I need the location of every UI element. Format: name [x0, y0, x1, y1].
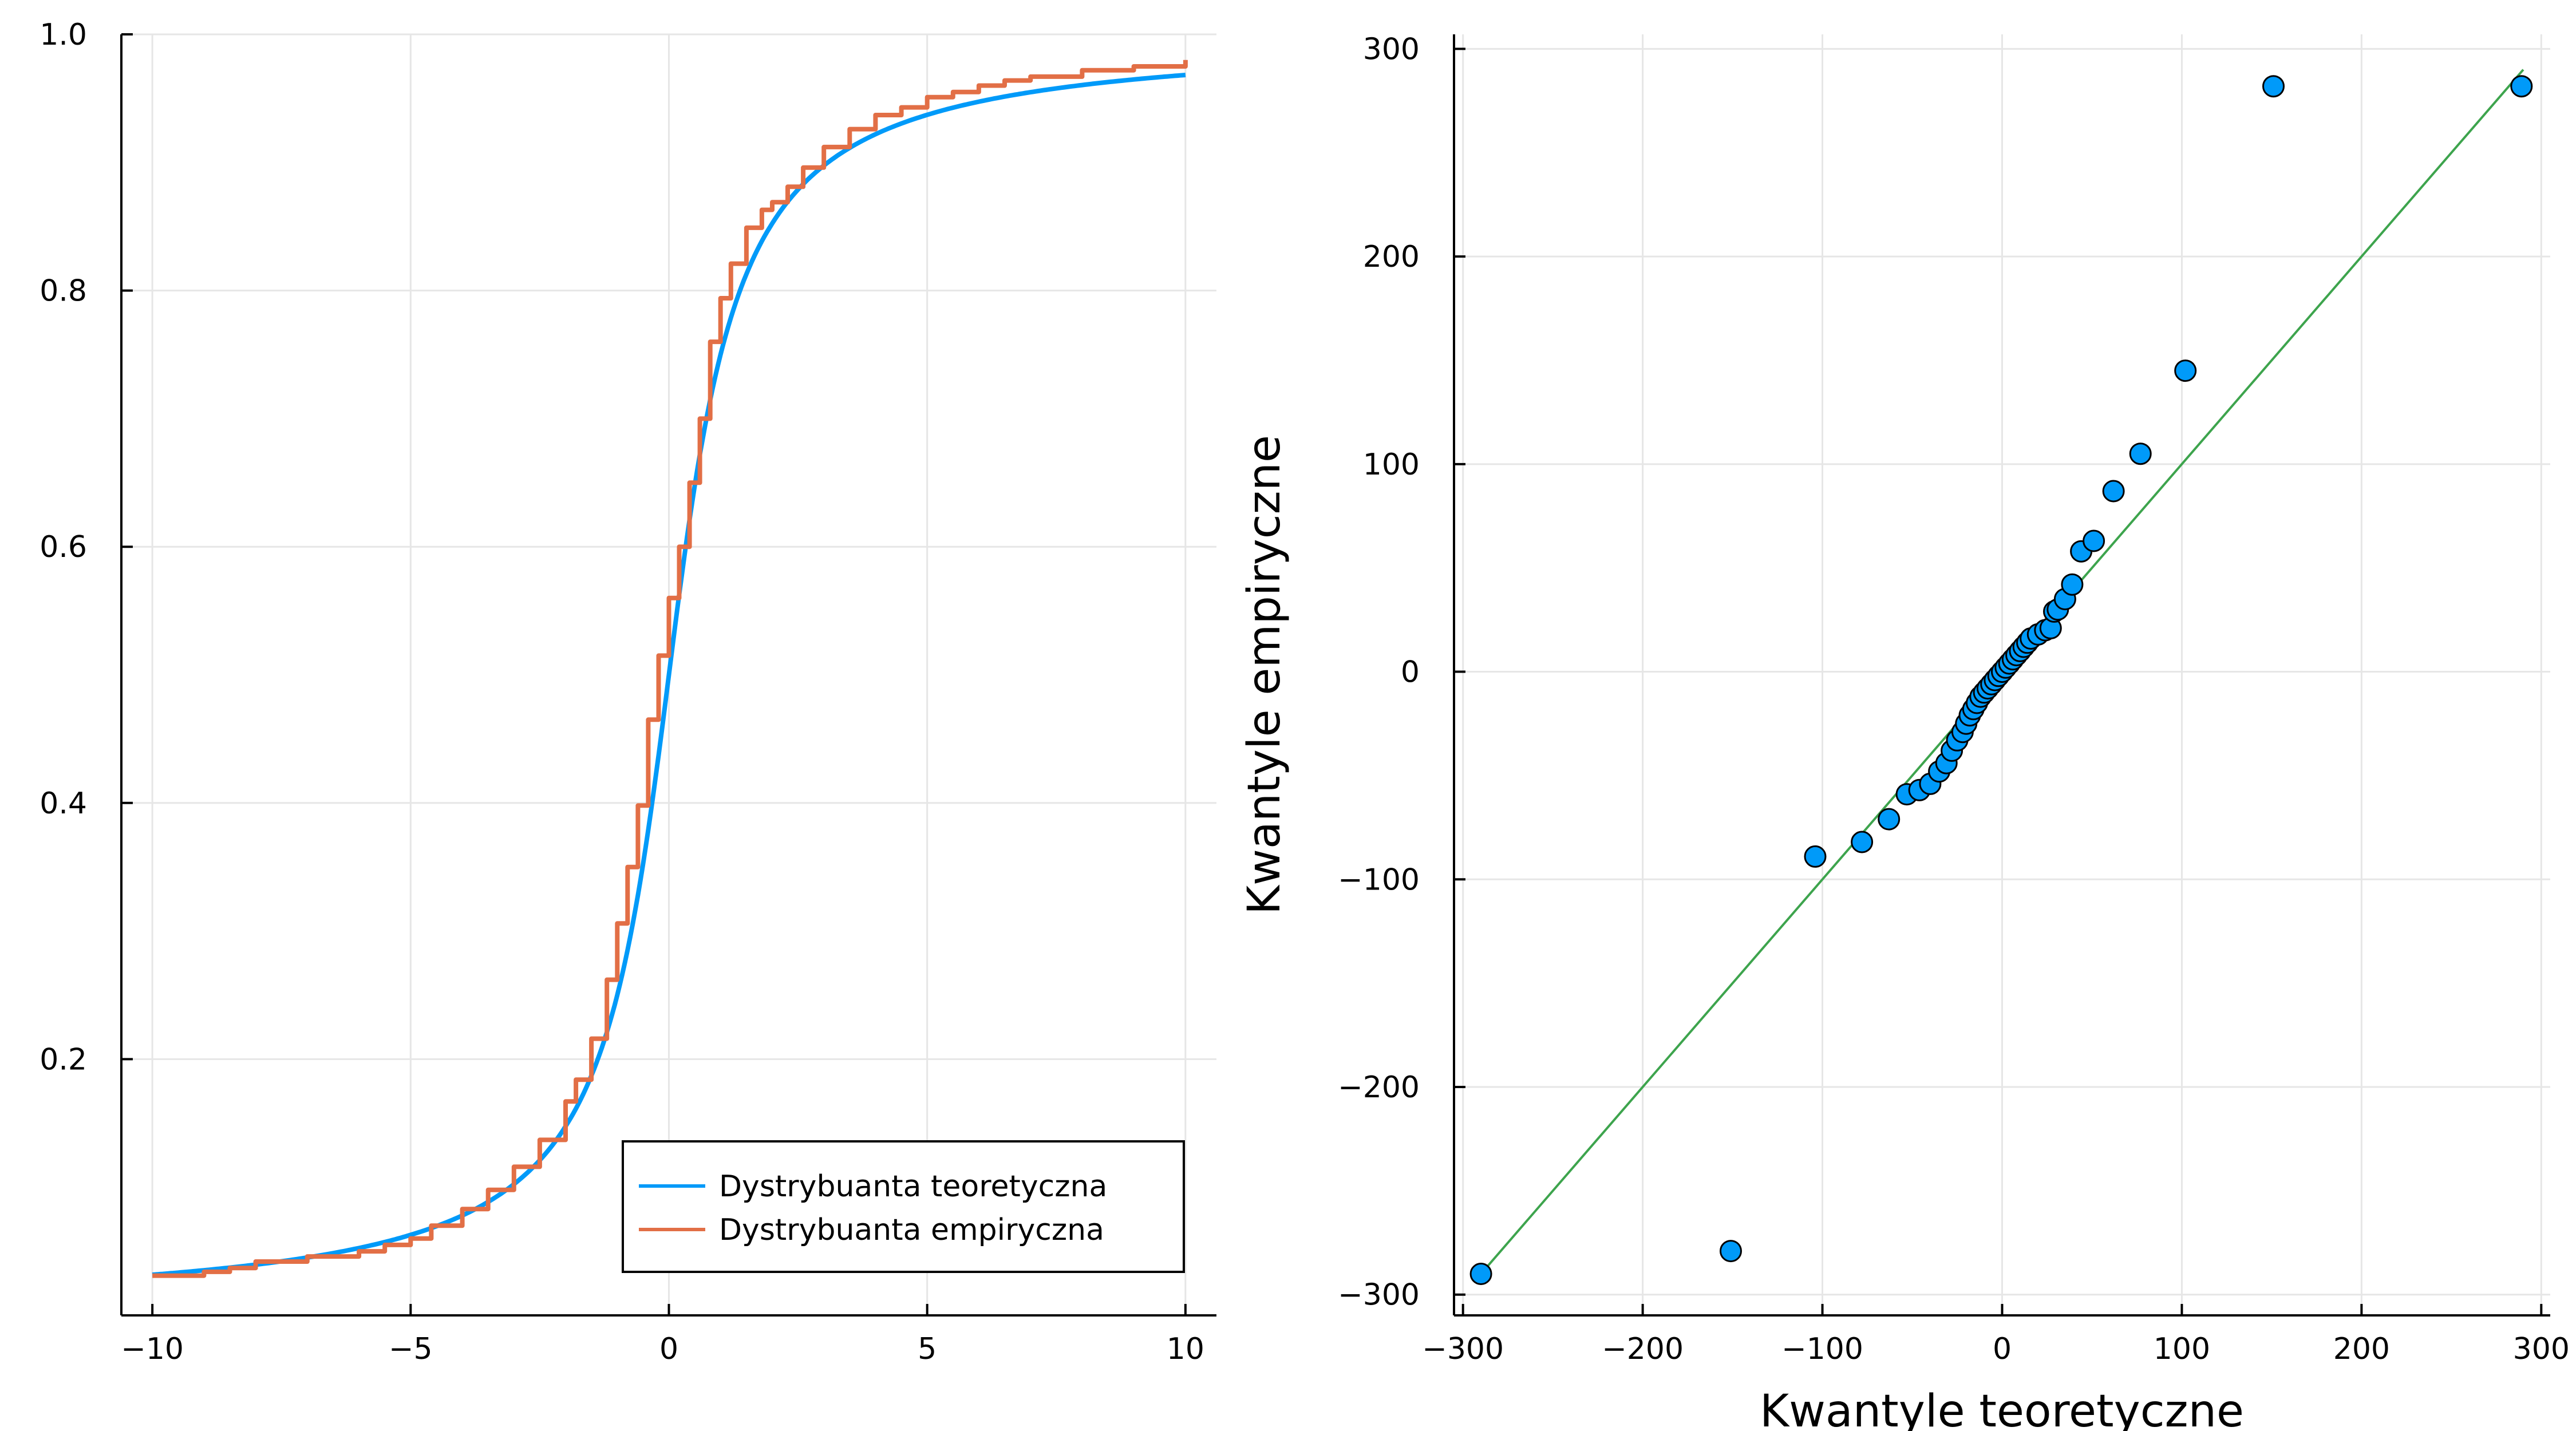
- legend-label-empirical: Dystrybuanta empiryczna: [719, 1213, 1104, 1247]
- series-line-empirical: [152, 60, 1188, 1278]
- qq-ticks: −300 −200 −100 0 100 200 300 −300 −200 −100 0 100 20…: [1338, 32, 2570, 1366]
- scatter-point: [1469, 1263, 1492, 1285]
- x-tick-label: 5: [918, 1332, 937, 1366]
- y-tick-label: 0.6: [39, 530, 87, 564]
- x-axis-title: Kwantyle teoretyczne: [1760, 1386, 2244, 1431]
- y-tick-label: 100: [1363, 448, 1420, 482]
- scatter-point: [2061, 573, 2084, 596]
- x-tick-label: −10: [121, 1332, 184, 1366]
- y-tick-label: 0.4: [39, 786, 87, 821]
- y-axis-title: Kwantyle empiryczne: [1239, 435, 1290, 915]
- y-tick-label: 300: [1363, 32, 1420, 66]
- scatter-point: [2174, 359, 2197, 382]
- qq-grid: [1454, 34, 2550, 1315]
- scatter-point: [2510, 75, 2533, 98]
- x-tick-label: 10: [1167, 1332, 1204, 1366]
- scatter-point: [1804, 845, 1827, 868]
- cdf-ticks: −10 −5 0 5 10 0.2 0.4 0.6 0.8 1.0: [39, 18, 1204, 1366]
- scatter-point: [2083, 529, 2105, 552]
- y-tick-label: −300: [1338, 1278, 1420, 1313]
- y-tick-label: −100: [1338, 863, 1420, 897]
- legend-label-theoretical: Dystrybuanta teoretyczna: [719, 1169, 1107, 1204]
- y-tick-label: 0: [1401, 655, 1420, 690]
- scatter-point: [2262, 75, 2285, 98]
- x-tick-label: 0: [1993, 1332, 2012, 1366]
- scatter-point: [1878, 808, 1901, 831]
- scatter-point: [1851, 831, 1874, 853]
- y-tick-label: 1.0: [39, 18, 87, 52]
- x-tick-label: 0: [659, 1332, 678, 1366]
- y-tick-label: 0.2: [39, 1042, 87, 1077]
- qq-series: [1469, 69, 2533, 1285]
- legend: Dystrybuanta teoretyczna Dystrybuanta em…: [622, 1140, 1185, 1273]
- scatter-point: [2102, 480, 2125, 503]
- x-tick-label: −100: [1781, 1332, 1863, 1366]
- x-tick-label: −300: [1422, 1332, 1504, 1366]
- cdf-series: [152, 60, 1188, 1278]
- x-tick-label: −5: [389, 1332, 433, 1366]
- cdf-plot: −10 −5 0 5 10 0.2 0.4 0.6 0.8 1.0 Dystrybuanta te…: [39, 18, 1216, 1366]
- y-tick-label: 200: [1363, 240, 1420, 274]
- scatter-point: [1720, 1240, 1742, 1263]
- x-tick-label: −200: [1602, 1332, 1684, 1366]
- x-tick-label: 200: [2333, 1332, 2390, 1366]
- y-tick-label: −200: [1338, 1070, 1420, 1105]
- x-tick-label: 300: [2513, 1332, 2570, 1366]
- qq-plot: −300 −200 −100 0 100 200 300 −300 −200 −100 0 100 20…: [1239, 32, 2570, 1431]
- x-tick-label: 100: [2154, 1332, 2210, 1366]
- y-tick-label: 0.8: [39, 274, 87, 309]
- scatter-point: [2129, 442, 2152, 465]
